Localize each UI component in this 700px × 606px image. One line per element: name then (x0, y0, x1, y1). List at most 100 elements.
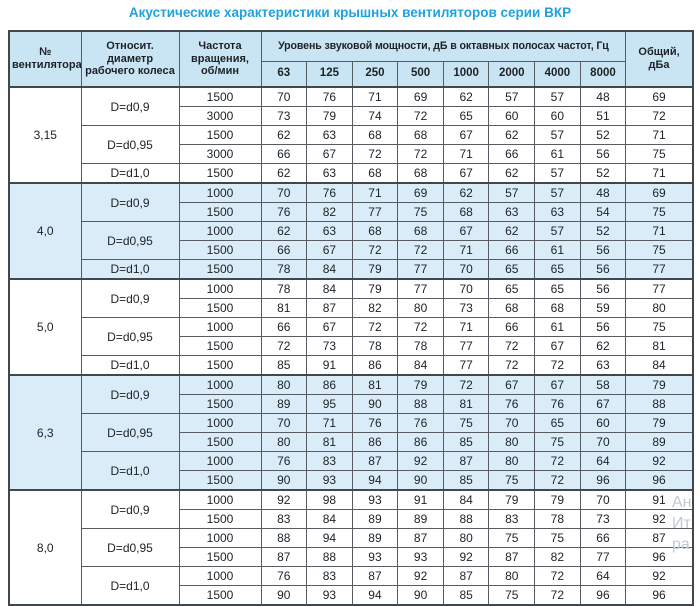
level-cell: 66 (260, 240, 308, 260)
total-cell: 96 (625, 585, 694, 606)
level-cell: 75 (488, 470, 536, 491)
level-cell: 90 (397, 585, 444, 606)
table-row: 1500 76 82 77 75 68 63 63 54 75 (9, 202, 694, 222)
header-freq-1000: 1000 (442, 60, 490, 88)
total-cell: 75 (625, 144, 694, 164)
level-cell: 77 (397, 259, 444, 280)
level-cell: 65 (534, 413, 581, 433)
table-row: D=d1,0 1000 76 83 87 92 87 80 72 64 92 (9, 566, 694, 606)
table-row: 1500 83 84 89 89 88 83 78 73 92 (9, 509, 694, 529)
level-cell: 56 (579, 317, 627, 337)
header-freq-125: 125 (306, 60, 353, 88)
level-cell: 56 (579, 259, 627, 280)
level-cell: 88 (260, 528, 308, 548)
level-cell: 96 (579, 470, 627, 491)
level-cell: 94 (351, 585, 399, 606)
level-cell: 68 (351, 163, 399, 184)
level-cell: 66 (260, 317, 308, 337)
header-freq-250: 250 (351, 60, 399, 88)
speed-cell: 1500 (178, 240, 262, 260)
header-diameter: Относит. диаметр рабочего колеса (80, 30, 180, 88)
level-cell: 76 (260, 202, 308, 222)
level-cell: 80 (442, 528, 490, 548)
total-cell: 81 (625, 336, 694, 356)
total-cell: 72 (625, 106, 694, 126)
level-cell: 68 (351, 221, 399, 241)
speed-cell: 1000 (178, 278, 262, 299)
diameter-cell: D=d1,0 (80, 451, 180, 491)
level-cell: 67 (306, 240, 353, 260)
table-row: 1500 72 73 78 78 77 72 67 62 81 (9, 336, 694, 356)
speed-cell: 1000 (178, 182, 262, 203)
header-freq-500: 500 (397, 60, 444, 88)
header-total: Общий, дБа (625, 30, 694, 88)
page: { "page": { "title": "Акустические харак… (8, 5, 694, 606)
total-cell: 71 (625, 163, 694, 184)
level-cell: 87 (351, 566, 399, 586)
speed-cell: 1500 (178, 259, 262, 280)
level-cell: 61 (534, 144, 581, 164)
level-cell: 73 (442, 298, 490, 318)
level-cell: 89 (351, 509, 399, 529)
total-cell: 77 (625, 259, 694, 280)
level-cell: 73 (260, 106, 308, 126)
level-cell: 76 (260, 451, 308, 471)
level-cell: 79 (306, 106, 353, 126)
total-cell: 71 (625, 125, 694, 145)
level-cell: 80 (488, 566, 536, 586)
table-row: D=d1,0 1500 62 63 68 68 67 62 57 52 71 (9, 163, 694, 184)
fan-number-cell: 8,0 (8, 489, 82, 606)
speed-cell: 1500 (178, 394, 262, 414)
table-row: D=d0,95 1500 62 63 68 68 67 62 57 52 71 (9, 125, 694, 164)
level-cell: 95 (306, 394, 353, 414)
level-cell: 57 (488, 182, 536, 203)
level-cell: 75 (397, 202, 444, 222)
level-cell: 72 (488, 355, 536, 376)
level-cell: 78 (260, 278, 308, 299)
level-cell: 62 (260, 163, 308, 184)
level-cell: 62 (442, 182, 490, 203)
level-cell: 67 (534, 374, 581, 395)
total-cell: 87 (625, 528, 694, 548)
table-row: 8,0 D=d0,9 1000 92 98 93 91 84 79 79 70 91 (8, 489, 694, 606)
speed-cell: 1500 (178, 163, 262, 184)
level-cell: 72 (534, 585, 581, 606)
header-freq-8000: 8000 (579, 60, 627, 88)
level-cell: 86 (351, 355, 399, 376)
level-cell: 87 (442, 451, 490, 471)
level-cell: 62 (442, 86, 490, 107)
level-cell: 94 (306, 528, 353, 548)
level-cell: 67 (488, 374, 536, 395)
level-cell: 80 (488, 432, 536, 452)
level-cell: 75 (442, 413, 490, 433)
level-cell: 70 (579, 432, 627, 452)
speed-cell: 1500 (178, 355, 262, 376)
speed-cell: 1000 (178, 451, 262, 471)
total-cell: 69 (625, 86, 694, 107)
level-cell: 88 (442, 509, 490, 529)
level-cell: 70 (579, 489, 627, 510)
level-cell: 72 (397, 240, 444, 260)
level-cell: 83 (306, 566, 353, 586)
level-cell: 86 (306, 374, 353, 395)
level-cell: 80 (397, 298, 444, 318)
level-cell: 72 (442, 374, 490, 395)
total-cell: 91 (625, 489, 694, 510)
diameter-cell: D=d1,0 (80, 259, 180, 280)
table-row: D=d0,95 1000 70 71 76 76 75 70 65 60 79 (9, 413, 694, 452)
total-cell: 96 (625, 547, 694, 567)
level-cell: 66 (579, 528, 627, 548)
table-row: D=d1,0 1500 85 91 86 84 77 72 72 63 84 (9, 355, 694, 376)
speed-cell: 1500 (178, 432, 262, 452)
level-cell: 75 (488, 528, 536, 548)
fan-number-cell: 6,3 (8, 374, 82, 491)
level-cell: 93 (306, 585, 353, 606)
level-cell: 89 (351, 528, 399, 548)
level-cell: 68 (488, 298, 536, 318)
level-cell: 60 (579, 413, 627, 433)
level-cell: 48 (579, 86, 627, 107)
level-cell: 67 (442, 125, 490, 145)
speed-cell: 1000 (178, 528, 262, 548)
table-body: 3,15 D=d0,9 1500 70 76 71 69 62 57 57 48 69 3000 73 79… (8, 86, 694, 606)
speed-cell: 1000 (178, 413, 262, 433)
